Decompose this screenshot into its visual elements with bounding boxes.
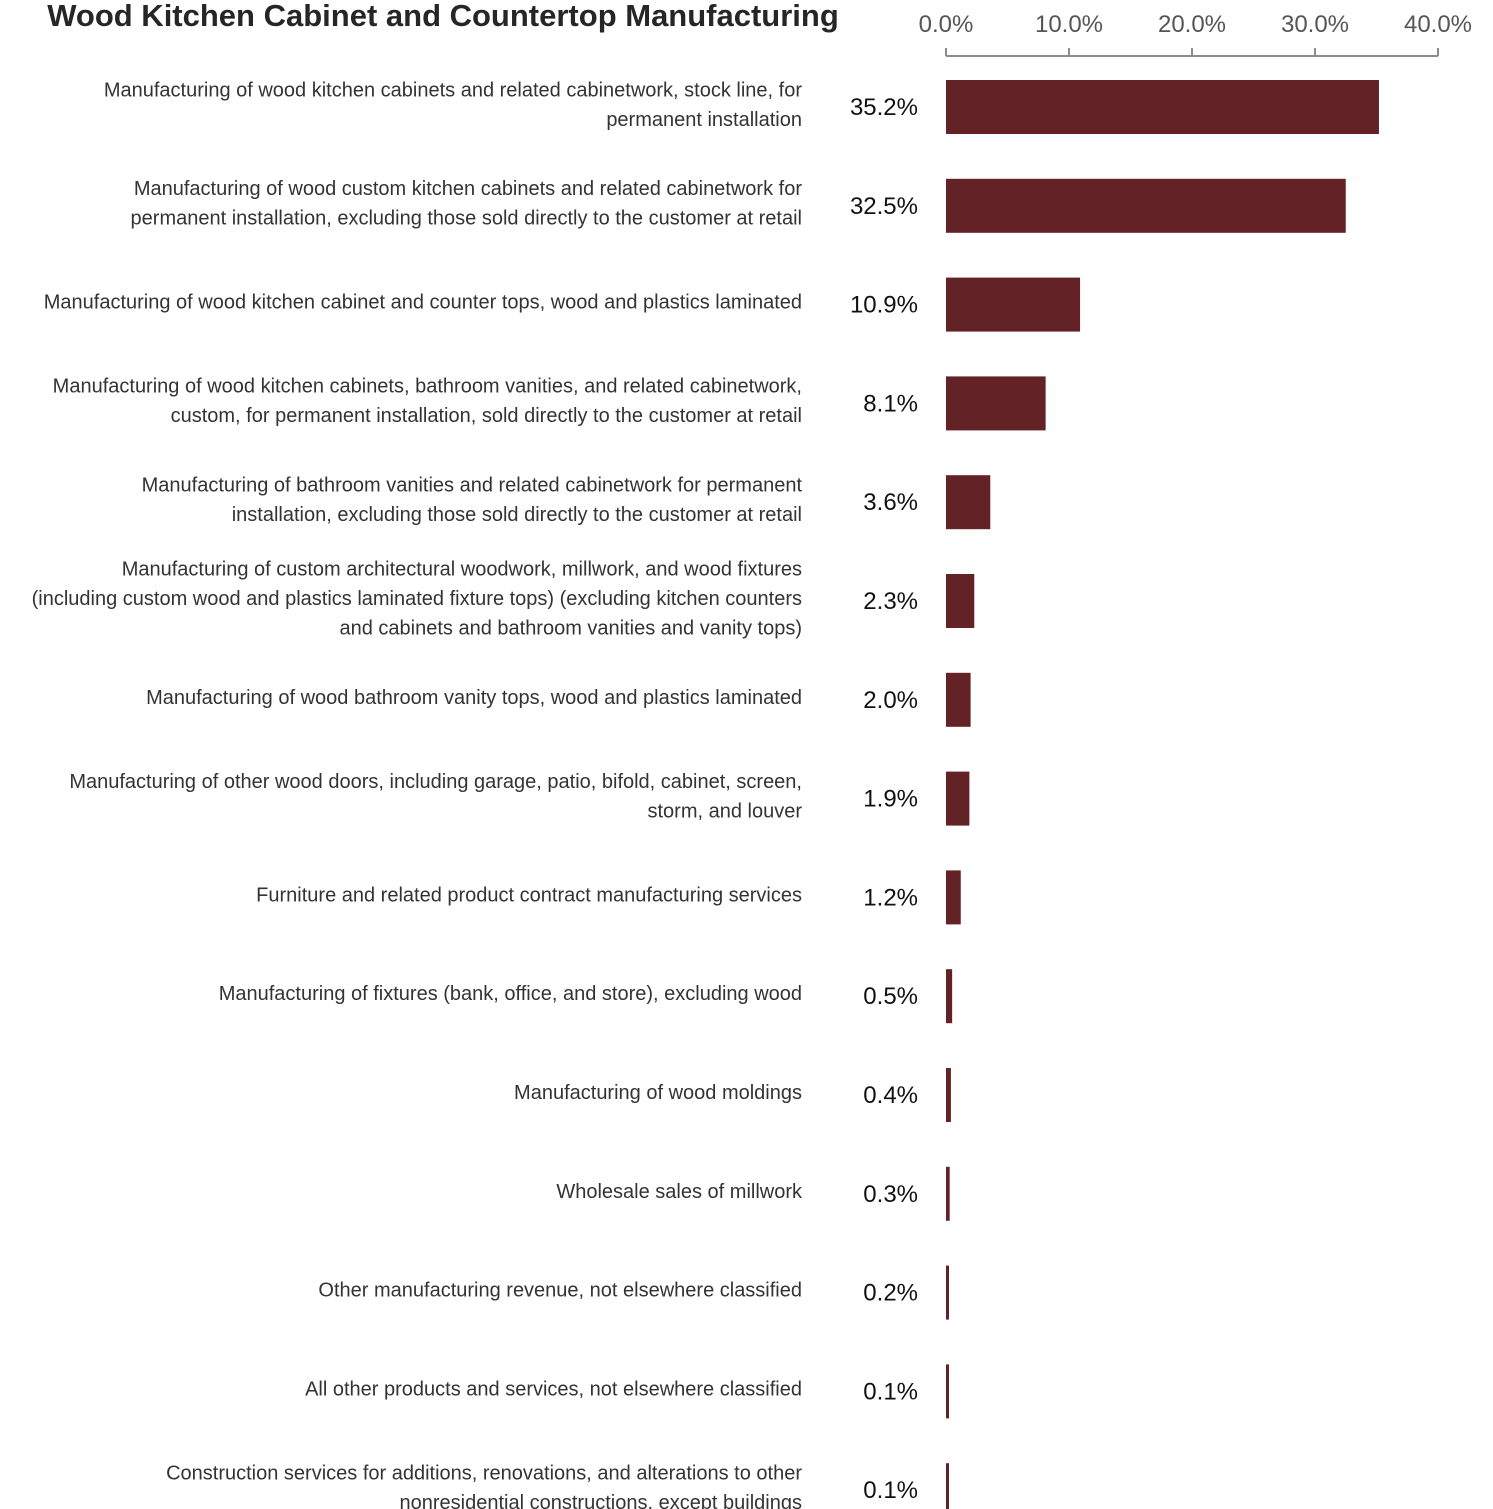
category-label-line: Other manufacturing revenue, not elsewhe… [318,1280,802,1302]
bar [946,1166,950,1221]
bar-row: Manufacturing of wood moldings 0.4% [514,1068,951,1122]
bar [946,969,953,1024]
category-label: Manufacturing of custom architectural wo… [32,559,802,640]
category-label-line: custom, for permanent installation, sold… [171,405,802,427]
bar [946,1068,951,1122]
bar-row: Wholesale sales of millwork 0.3% [556,1166,950,1221]
value-label: 32.5% [850,193,918,220]
bar [946,277,1081,332]
chart-title: Wood Kitchen Cabinet and Countertop Manu… [47,0,839,33]
category-label-line: Manufacturing of custom architectural wo… [122,559,802,581]
category-label: Manufacturing of bathroom vanities and r… [142,474,803,526]
value-label: 1.2% [863,884,918,911]
value-label: 35.2% [850,94,918,121]
x-axis: 0.0% 10.0% 20.0% 30.0% 40.0% [919,11,1472,57]
value-label: 0.5% [863,983,918,1010]
value-label: 0.1% [863,1378,918,1405]
bar [946,672,971,727]
x-tick-label: 30.0% [1281,11,1349,38]
value-label: 10.9% [850,292,918,319]
category-label: Manufacturing of wood kitchen cabinets a… [104,79,803,131]
x-tick-label: 0.0% [919,11,974,38]
bar-row: All other products and services, not els… [305,1364,949,1419]
category-label: Wholesale sales of millwork [556,1181,803,1203]
category-label-line: Manufacturing of wood moldings [514,1082,802,1104]
bar-row: Manufacturing of wood kitchen cabinets a… [104,79,1379,134]
bar-row: Construction services for additions, ren… [166,1462,949,1509]
category-label-line: permanent installation [606,109,802,131]
category-label-line: Wholesale sales of millwork [556,1181,803,1203]
value-label: 8.1% [863,390,918,417]
value-label: 0.2% [863,1280,918,1307]
category-label-line: storm, and louver [647,800,802,822]
category-label-line: installation, excluding those sold direc… [232,504,802,526]
bar [946,80,1379,134]
category-label-line: All other products and services, not els… [305,1378,802,1400]
category-label-line: Manufacturing of wood kitchen cabinets a… [104,79,803,101]
category-label: Manufacturing of wood moldings [514,1082,802,1104]
bar-row: Manufacturing of bathroom vanities and r… [142,474,991,530]
bar [946,1364,949,1419]
bar [946,376,1046,431]
value-label: 1.9% [863,786,918,813]
x-tick-label: 10.0% [1035,11,1103,38]
category-label: Manufacturing of wood custom kitchen cab… [131,178,803,230]
category-label: Manufacturing of other wood doors, inclu… [69,771,802,823]
bar [946,178,1346,233]
bar [946,1463,949,1509]
x-tick-label: 20.0% [1158,11,1226,38]
bar-rows: Manufacturing of wood kitchen cabinets a… [32,79,1379,1509]
bar-row: Manufacturing of wood kitchen cabinets, … [53,376,1046,431]
category-label: Other manufacturing revenue, not elsewhe… [318,1280,802,1302]
bar-row: Manufacturing of other wood doors, inclu… [69,771,970,826]
category-label-line: Manufacturing of wood custom kitchen cab… [134,178,802,200]
bar [946,1265,949,1320]
bar-row: Manufacturing of custom architectural wo… [32,559,975,640]
bar-row: Manufacturing of wood custom kitchen cab… [131,178,1346,233]
category-label-line: nonresidential constructions, except bui… [400,1492,802,1509]
x-tick-label: 40.0% [1404,11,1472,38]
bar-row: Manufacturing of fixtures (bank, office,… [219,969,953,1024]
bar-row: Other manufacturing revenue, not elsewhe… [318,1265,949,1320]
value-label: 0.3% [863,1181,918,1208]
category-label-line: Manufacturing of wood kitchen cabinet an… [44,292,802,314]
value-label: 3.6% [863,489,918,516]
bar [946,771,970,826]
category-label-line: Manufacturing of wood bathroom vanity to… [146,687,802,709]
category-label-line: Manufacturing of other wood doors, inclu… [69,771,802,793]
bar [946,475,991,530]
category-label-line: Manufacturing of wood kitchen cabinets, … [53,376,802,398]
value-label: 0.4% [863,1082,918,1109]
bar-row: Manufacturing of wood bathroom vanity to… [146,672,971,727]
category-label: Furniture and related product contract m… [256,884,802,906]
category-label-line: Furniture and related product contract m… [256,884,802,906]
category-label-line: Manufacturing of fixtures (bank, office,… [219,983,802,1005]
category-label-line: Manufacturing of bathroom vanities and r… [142,474,803,496]
bar-row: Manufacturing of wood kitchen cabinet an… [44,277,1081,332]
value-label: 2.3% [863,588,918,615]
bar [946,574,975,628]
category-label-line: and cabinets and bathroom vanities and v… [339,618,802,640]
category-label: Manufacturing of wood kitchen cabinet an… [44,292,802,314]
category-label-line: permanent installation, excluding those … [131,208,802,230]
value-label: 2.0% [863,687,918,714]
category-label: Manufacturing of wood bathroom vanity to… [146,687,802,709]
bar [946,870,961,925]
bar-row: Furniture and related product contract m… [256,870,961,925]
value-label: 0.1% [863,1477,918,1504]
category-label: Manufacturing of fixtures (bank, office,… [219,983,802,1005]
category-label: Manufacturing of wood kitchen cabinets, … [53,376,802,428]
category-label-line: (including custom wood and plastics lami… [32,588,802,610]
category-label-line: Construction services for additions, ren… [166,1462,802,1484]
category-label: All other products and services, not els… [305,1378,802,1400]
category-label: Construction services for additions, ren… [166,1462,802,1509]
